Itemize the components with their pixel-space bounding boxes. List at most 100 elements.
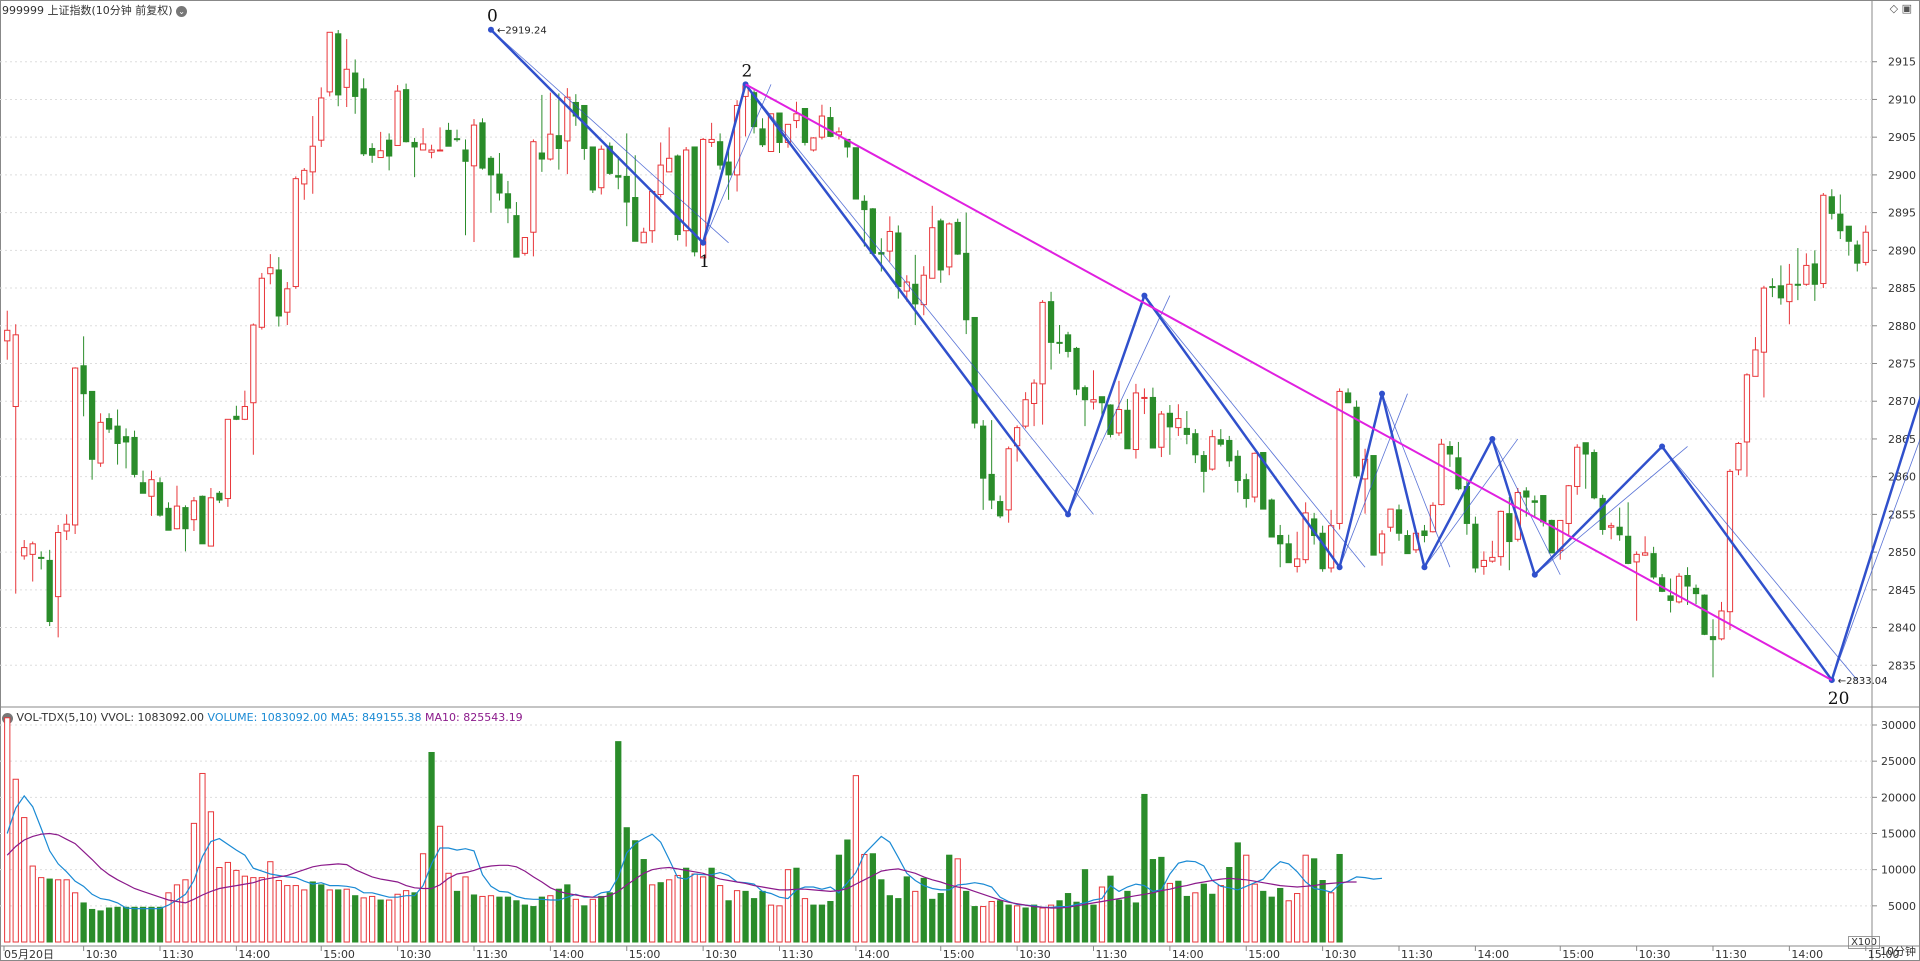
candles-group	[4, 30, 1869, 678]
candle-body	[980, 425, 987, 479]
candle-body	[946, 223, 953, 268]
volume-bar	[352, 895, 359, 943]
volume-bar	[1056, 900, 1063, 943]
volume-bar	[581, 905, 588, 943]
candle-body	[1022, 399, 1029, 427]
volume-bar	[776, 905, 783, 943]
candle-body	[793, 113, 800, 122]
x-tick-label: 11:30	[782, 948, 814, 961]
volume-bar	[496, 896, 503, 943]
candle-body	[224, 418, 232, 500]
settings-circle-icon[interactable]: ⌄	[176, 5, 188, 17]
candle-body	[640, 231, 647, 244]
candle-body	[1862, 231, 1869, 263]
wave-segment	[1338, 393, 1384, 568]
vol-indicator: VOL-TDX(5,10)	[16, 711, 98, 724]
x-tick-label: 15:00	[323, 948, 355, 961]
volume-bar	[479, 895, 486, 943]
volume-bar	[971, 906, 978, 943]
volume-bar	[742, 890, 749, 943]
wave-segment	[744, 83, 1070, 516]
volume-bar	[1327, 892, 1335, 943]
volume-bar	[46, 878, 53, 943]
volume-bar	[1107, 875, 1114, 943]
candle-body	[1845, 225, 1852, 242]
candle-body	[1438, 443, 1445, 506]
candle-body	[479, 122, 486, 169]
volume-bar	[818, 904, 826, 943]
wave-guide	[1661, 446, 1858, 681]
volume-bar	[1039, 907, 1046, 943]
volume-bar	[55, 879, 62, 943]
volume-bar	[886, 895, 893, 943]
volume-bar	[105, 907, 113, 943]
candle-body	[1523, 490, 1530, 498]
candle-body	[1251, 452, 1258, 498]
wave-group: 012202122	[487, 7, 1920, 709]
volume-bar	[1243, 854, 1250, 943]
candle-body	[632, 197, 639, 242]
volume-bar	[292, 885, 299, 943]
wave-segment	[1066, 295, 1146, 515]
volume-bar	[564, 884, 571, 943]
candle-body	[88, 390, 96, 460]
wave-point	[1659, 443, 1666, 450]
candle-body	[445, 129, 452, 147]
candle-body	[1090, 399, 1097, 403]
volume-bar	[691, 873, 698, 943]
volume-bar	[810, 904, 817, 943]
volume-bar	[683, 867, 690, 943]
x-tick-label: 14:00	[238, 948, 270, 961]
candle-body	[1243, 479, 1250, 500]
volume-tick-label: 15000	[1881, 828, 1916, 841]
candle-body	[21, 547, 28, 557]
volume-bar	[29, 865, 36, 943]
wave-point	[1065, 511, 1072, 518]
candle-body	[97, 421, 104, 464]
diamond-icon[interactable]: ◇	[1889, 2, 1899, 15]
candle-body	[292, 178, 299, 288]
volume-bar	[38, 877, 45, 943]
candle-body	[72, 367, 79, 526]
candle-body	[190, 500, 198, 521]
panel-toggle-icon[interactable]: ▣	[1901, 2, 1912, 15]
volume-bar	[538, 896, 546, 943]
volume-bar	[122, 906, 130, 943]
candle-body	[1650, 553, 1657, 578]
candle-body	[1497, 510, 1504, 558]
wave-point	[1379, 390, 1386, 397]
volume-bar	[1294, 893, 1301, 943]
candle-body	[1039, 301, 1046, 385]
price-tick-label: 2885	[1888, 282, 1916, 295]
candle-body	[954, 221, 961, 255]
candle-body	[1141, 396, 1148, 399]
candle-body	[1565, 485, 1572, 524]
candle-body	[929, 227, 936, 279]
candle-body	[810, 137, 817, 151]
volume-bar	[1302, 854, 1309, 943]
candle-body	[63, 523, 70, 532]
candle-body	[1073, 347, 1080, 390]
candle-body	[1540, 495, 1547, 523]
wave-segment	[1143, 294, 1341, 568]
corner-tools: ◇ ▣	[1890, 2, 1912, 15]
volume-bar	[369, 895, 376, 943]
candle-body	[1446, 445, 1454, 455]
candle-body	[1489, 556, 1496, 562]
candle-body	[1175, 418, 1182, 429]
period-label[interactable]: 10分钟	[1880, 945, 1916, 958]
volume-bar	[131, 906, 138, 943]
volume-bar	[946, 854, 953, 943]
candle-body	[318, 97, 325, 141]
volume-bar	[1234, 842, 1241, 943]
candle-body	[182, 507, 189, 530]
candle-body	[767, 113, 775, 153]
wave-segment	[1533, 445, 1663, 576]
volume-value: VOLUME: 1083092.00	[207, 711, 328, 724]
volume-bar	[250, 877, 257, 943]
volume-bar	[419, 853, 427, 943]
candle-body	[589, 146, 596, 191]
volume-bar	[937, 893, 944, 943]
candle-body	[886, 230, 893, 252]
volume-bar	[470, 894, 478, 943]
